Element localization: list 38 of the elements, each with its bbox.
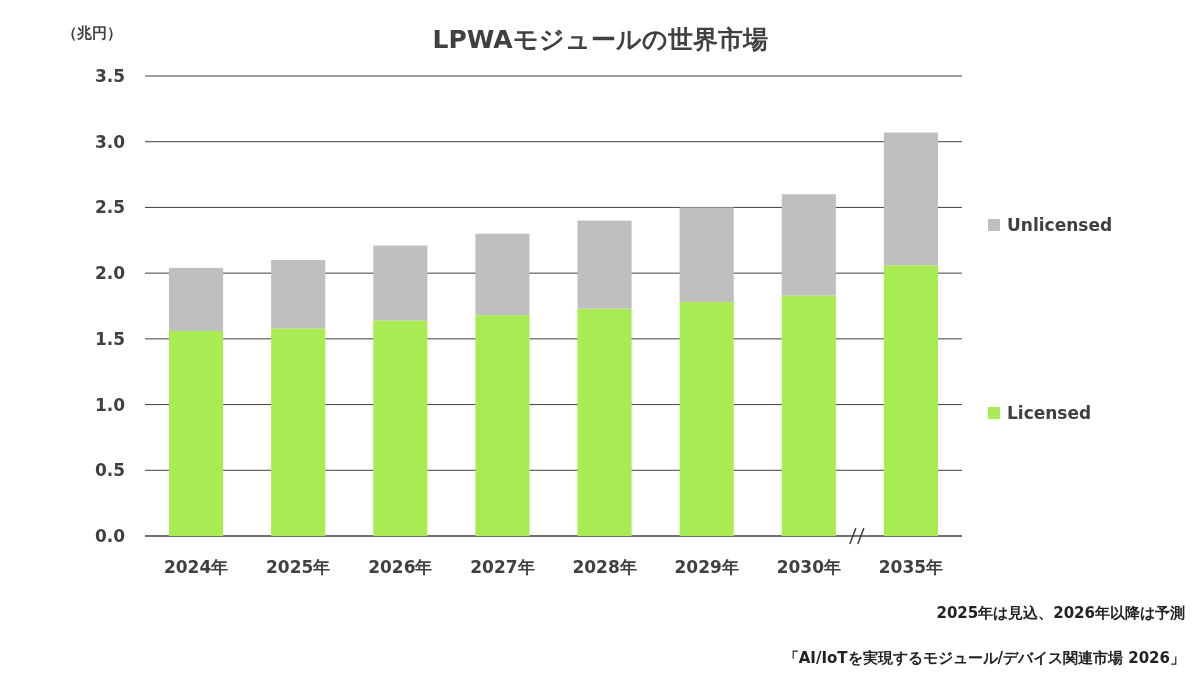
bar: [169, 330, 224, 536]
bar: [271, 328, 326, 536]
y-tick-label: 0.5: [94, 460, 125, 481]
y-tick-label: 3.5: [94, 66, 125, 86]
bar: [781, 194, 836, 296]
bar: [373, 245, 428, 321]
text: 「AI/IoTを実現するモジュール/デバイス関連市場 2026」: [783, 649, 1185, 667]
x-tick-label: 2030年: [776, 557, 841, 577]
bar: [577, 220, 632, 309]
bar: [169, 267, 224, 331]
x-tick-label: 2024年: [163, 557, 229, 577]
bar: [883, 265, 938, 536]
legend-label: Unlicensed: [1007, 215, 1113, 235]
y-axis-title: （兆円）: [62, 24, 122, 42]
legend-label: Licensed: [1007, 403, 1092, 423]
x-tick-label: 2035年: [878, 557, 944, 577]
chart-title: LPWAモジュールの世界市場: [432, 25, 768, 54]
bar: [475, 233, 530, 316]
bar: [577, 308, 632, 536]
y-tick-label: 1.0: [94, 394, 126, 415]
x-tick-label: 2025年: [266, 557, 331, 577]
x-tick-label: 2028年: [572, 557, 637, 577]
bar: [679, 207, 734, 303]
bar: [373, 320, 428, 536]
bar: [883, 132, 938, 266]
x-tick-label: 2029年: [674, 557, 739, 577]
x-tick-label: 2027年: [470, 557, 535, 577]
y-tick-label: 2.0: [94, 263, 126, 284]
y-tick-label: 0.0: [94, 526, 126, 546]
bar: [781, 295, 836, 536]
y-tick-label: 2.5: [94, 197, 125, 218]
text: 2025年は見込、2026年以降は予測: [936, 604, 1185, 622]
bar: [271, 260, 326, 329]
bar: [475, 315, 530, 536]
y-tick-label: 1.5: [94, 328, 125, 349]
y-tick-label: 3.0: [94, 131, 126, 152]
bar: [679, 302, 734, 536]
x-tick-label: 2026年: [368, 557, 433, 577]
